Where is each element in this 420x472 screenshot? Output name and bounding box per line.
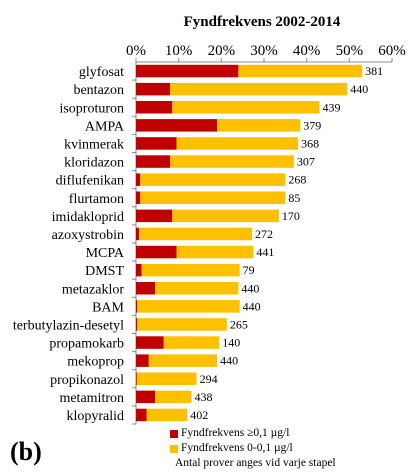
category-label: AMPA — [85, 119, 125, 134]
sample-count-label: 402 — [190, 408, 208, 422]
x-tick-label: 30% — [250, 43, 278, 59]
sample-count-label: 379 — [303, 118, 321, 132]
sample-count-label: 381 — [365, 64, 383, 78]
bar-segment-low — [137, 318, 227, 331]
category-label: propamokarb — [49, 337, 124, 352]
x-tick-label: 50% — [336, 43, 364, 59]
bar-segment-high — [136, 408, 147, 422]
bar-segment-high — [136, 245, 177, 259]
bar-segment-high — [136, 354, 149, 367]
legend-swatch-low — [170, 444, 178, 453]
bar-segment-low — [141, 263, 240, 277]
bar-segment-high — [136, 372, 137, 385]
category-label: propikonazol — [50, 373, 124, 388]
bar-segment-low — [163, 336, 220, 349]
bar-segment-low — [140, 173, 286, 186]
bar-segment-low — [172, 209, 279, 223]
bar-segment-high — [136, 318, 138, 331]
legend: Fyndfrekvens ≥0,1 µg/l Fyndfrekvens 0-0,… — [170, 426, 336, 471]
category-label: BAM — [92, 300, 124, 315]
sample-count-label: 440 — [350, 82, 368, 96]
category-label: terbutylazin-desetyl — [13, 318, 124, 333]
sample-count-label: 440 — [241, 281, 259, 295]
category-label: mekoprop — [67, 355, 124, 370]
bar-segment-high — [136, 263, 142, 277]
bar-segment-low — [172, 101, 320, 114]
sample-count-label: 272 — [255, 227, 273, 241]
category-label: flurtamon — [69, 192, 124, 207]
bar-segment-low — [148, 354, 218, 367]
bar-segment-high — [136, 155, 171, 168]
sample-count-label: 440 — [220, 354, 238, 368]
bar-segment-high — [136, 282, 156, 295]
x-tick-label: 10% — [165, 43, 193, 59]
bar-segment-high — [136, 300, 138, 313]
sample-count-label: 440 — [243, 299, 261, 313]
bar-segment-low — [155, 390, 192, 404]
sample-count-label: 441 — [256, 245, 274, 259]
legend-note: Antal prover anges vid varje stapel — [175, 457, 336, 469]
bar-segment-high — [136, 336, 164, 349]
sample-count-label: 170 — [282, 209, 300, 223]
bar-segment-low — [146, 408, 188, 422]
bar-segment-low — [176, 245, 254, 259]
sample-count-label: 140 — [222, 336, 240, 350]
bar-segment-low — [176, 137, 299, 150]
bar-segment-low — [170, 82, 348, 96]
panel-label: (b) — [10, 437, 42, 466]
category-label: glyfosat — [79, 65, 124, 80]
bar-segment-high — [136, 137, 177, 150]
category-label: metamitron — [59, 391, 124, 406]
category-label: bentazon — [73, 83, 124, 98]
x-tick-label: 40% — [293, 43, 321, 59]
legend-label-high: Fyndfrekvens ≥0,1 µg/l — [181, 427, 290, 439]
x-tick-label: 60% — [378, 43, 406, 59]
bar-segment-high — [136, 390, 156, 404]
bar-segment-low — [170, 155, 294, 168]
chart: Fyndfrekvens 2002-2014 0% 10% 20% 30% 40% 50%… — [13, 14, 406, 425]
bar-segment-low — [217, 119, 301, 132]
bar-segment-high — [136, 227, 139, 241]
category-label: isoproturon — [59, 101, 124, 116]
sample-count-label: 79 — [243, 263, 255, 277]
sample-count-label: 265 — [230, 317, 248, 331]
bar-segment-high — [136, 191, 141, 204]
category-label: imidakloprid — [52, 210, 124, 225]
sample-count-label: 268 — [288, 173, 306, 187]
bar-segment-low — [238, 64, 363, 78]
bar-segment-low — [140, 191, 286, 204]
chart-title: Fyndfrekvens 2002-2014 — [184, 14, 341, 30]
bar-segment-low — [136, 372, 197, 385]
sample-count-label: 439 — [322, 100, 340, 114]
bar-segment-high — [136, 173, 141, 186]
legend-label-low: Fyndfrekvens 0-0,1 µg/l — [181, 442, 293, 454]
bar-segment-low — [138, 227, 253, 241]
sample-count-label: 438 — [194, 390, 212, 404]
bar-segment-low — [155, 282, 239, 295]
x-tick-label: 0% — [126, 43, 146, 59]
category-label: metazaklor — [62, 282, 125, 297]
legend-swatch-high — [170, 429, 178, 438]
legend-item-low: Fyndfrekvens 0-0,1 µg/l — [170, 441, 336, 456]
sample-count-label: 368 — [301, 136, 319, 150]
category-label: azoxystrobin — [52, 228, 124, 243]
bar-segment-high — [136, 64, 239, 78]
category-label: DMST — [85, 264, 124, 279]
category-label: klopyralid — [66, 409, 124, 424]
sample-count-label: 294 — [200, 372, 218, 386]
category-label: diflufenikan — [56, 174, 124, 189]
bar-segment-high — [136, 101, 173, 114]
sample-count-label: 307 — [297, 155, 315, 169]
legend-item-high: Fyndfrekvens ≥0,1 µg/l — [170, 426, 336, 441]
x-tick-label: 20% — [208, 43, 236, 59]
sample-count-label: 85 — [288, 191, 300, 205]
category-label: kloridazon — [64, 156, 124, 171]
bar-segment-low — [137, 300, 240, 313]
bar-segment-high — [136, 119, 218, 132]
category-label: MCPA — [86, 246, 125, 261]
category-label: kvinmerak — [64, 137, 124, 152]
bar-segment-high — [136, 209, 173, 223]
bar-segment-high — [136, 82, 171, 96]
